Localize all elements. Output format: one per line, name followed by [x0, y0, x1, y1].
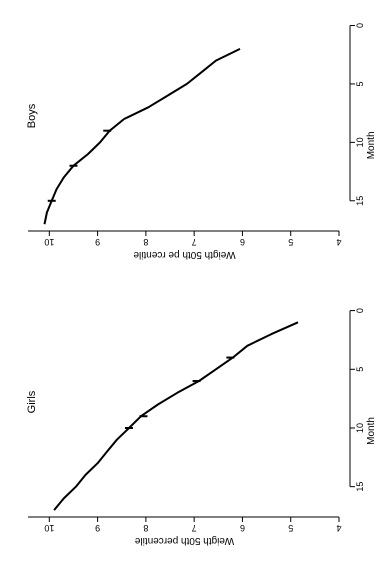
- month-tick-label: 15: [355, 196, 365, 206]
- weight-tick-label: 4: [336, 237, 341, 247]
- panel-title: Girls: [26, 390, 38, 413]
- month-tick-label: 5: [355, 81, 365, 86]
- weight-tick-label: 6: [240, 237, 245, 247]
- boys-panel: 4 5 6 7 8 9 10 Weigth 50th pe rcentile 0 5 10 15 Mon…: [26, 23, 377, 260]
- month-tick-label: 5: [355, 367, 365, 372]
- weight-tick-label: 10: [44, 237, 54, 247]
- month-tick-label: 0: [355, 23, 365, 28]
- month-tick-label: 0: [355, 308, 365, 313]
- weight-tick-label: 9: [95, 523, 100, 533]
- weight-tick-label: 8: [143, 523, 148, 533]
- weight-tick-label: 7: [192, 237, 197, 247]
- month-tick-label: 15: [355, 482, 365, 492]
- month-axis-title: Month: [366, 417, 377, 445]
- weight-axis-title: Weigth 50th percentile: [134, 535, 234, 546]
- weight-tick-label: 9: [95, 237, 100, 247]
- weight-tick-label: 5: [288, 237, 293, 247]
- girls-panel: 4 5 6 7 8 9 10 Weigth 50th percentile 0 5 10 15 Mont…: [26, 308, 377, 546]
- weight-tick-label: 8: [143, 237, 148, 247]
- weight-tick-label: 6: [240, 523, 245, 533]
- month-tick-label: 10: [355, 137, 365, 147]
- weight-tick-label: 10: [44, 523, 54, 533]
- weight-tick-label: 7: [192, 523, 197, 533]
- weight-tick-label: 5: [288, 523, 293, 533]
- panel-title: Boys: [26, 103, 38, 128]
- month-axis-title: Month: [366, 131, 377, 159]
- series-line: [53, 321, 299, 511]
- weight-tick-label: 4: [336, 523, 341, 533]
- series-line: [43, 48, 241, 225]
- weight-axis-title: Weigth 50th pe rcentile: [133, 249, 236, 260]
- month-tick-label: 10: [355, 423, 365, 433]
